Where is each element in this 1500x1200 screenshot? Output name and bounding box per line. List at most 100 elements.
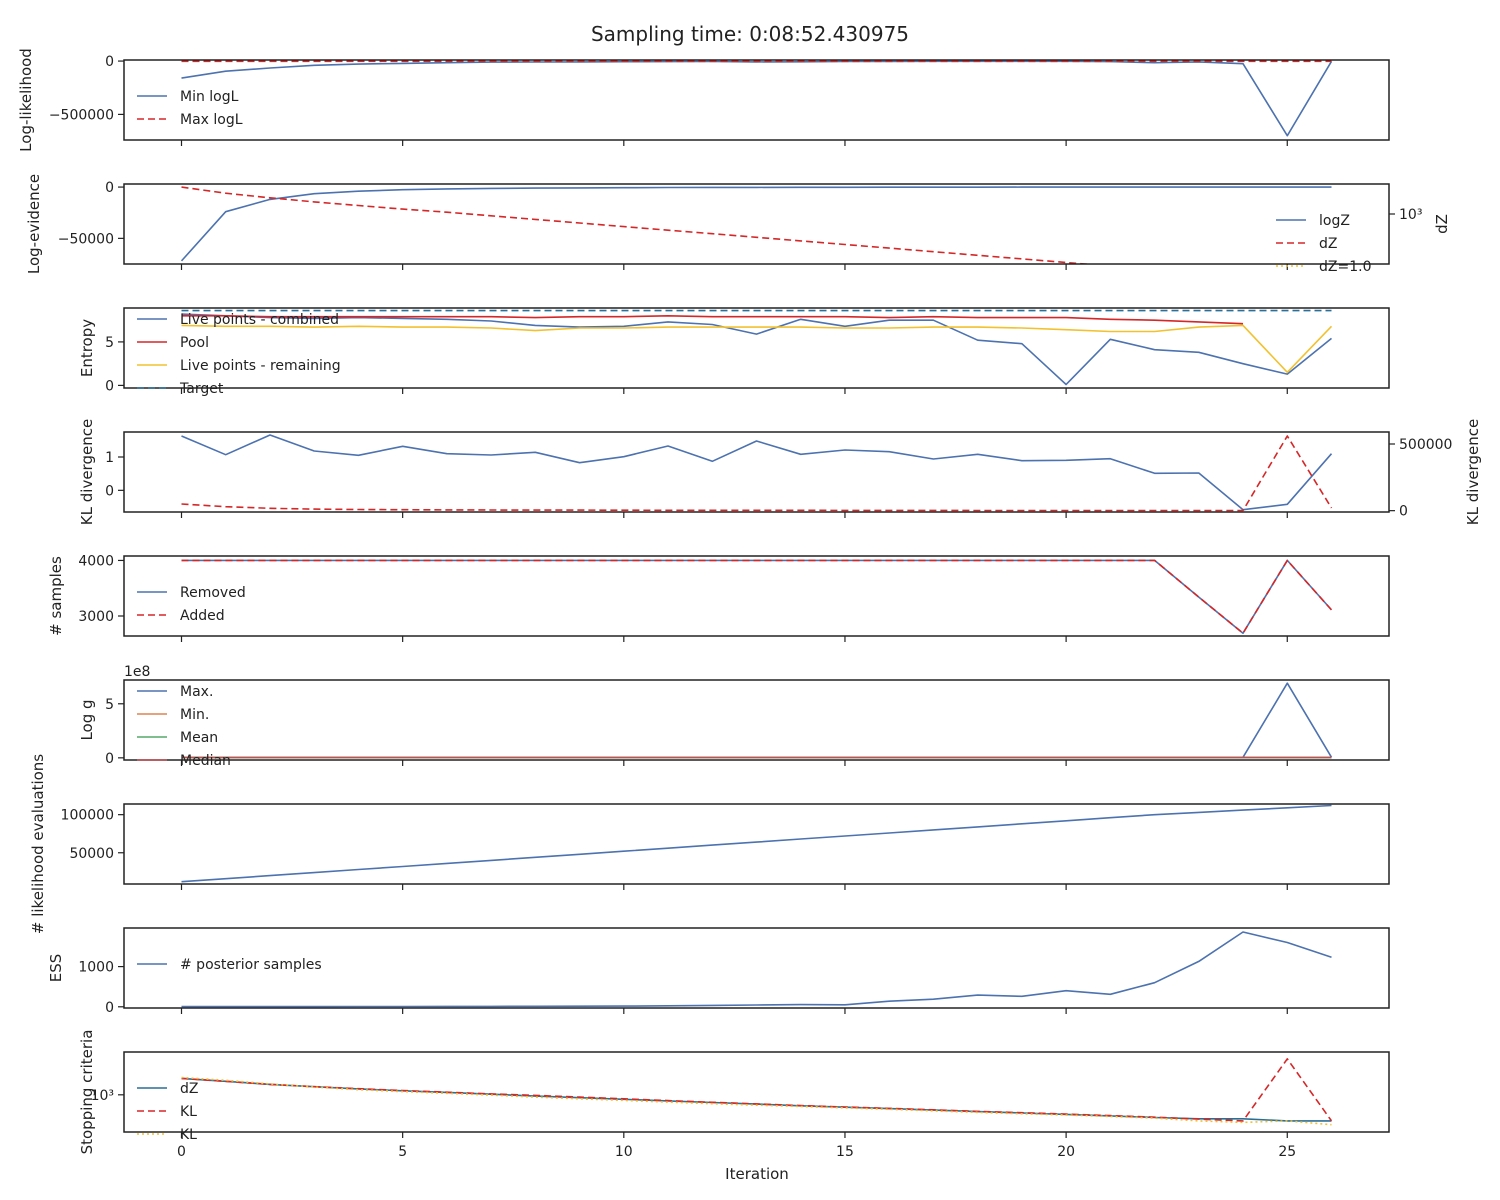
panel-1: 0 −500000 Log-likelihood Min logL Max logL	[17, 48, 1390, 152]
y-tick-label: 100000	[61, 808, 114, 824]
legend-label: Removed	[180, 585, 246, 601]
right-y-tick-label: 500000	[1399, 437, 1452, 453]
y-tick-label: 0	[105, 751, 114, 767]
series-line-2-1	[180, 186, 1332, 262]
legend-label: Live points - combined	[180, 312, 339, 328]
legend-label: KL	[180, 1104, 197, 1120]
panel-6: 5 0 Log g 1e8 Max. Min. Mean Median	[78, 664, 1390, 769]
axes-frame	[123, 183, 1390, 265]
right-y-tick-label: 10³	[1399, 207, 1422, 223]
axes-frame	[123, 59, 1390, 141]
right-y-axis-label: dZ	[1433, 214, 1451, 234]
y-tick-label: 1	[105, 450, 114, 466]
series-line-7-1	[181, 804, 1332, 883]
plot-area	[180, 186, 1332, 264]
plot-area	[181, 931, 1332, 1008]
y-axis-label: Log-likelihood	[17, 48, 35, 152]
y-tick-label: 50000	[69, 846, 114, 862]
y-tick-label: 10³	[91, 1088, 114, 1104]
y-axis-label: KL divergence	[78, 419, 96, 525]
y-tick-label: 0	[105, 483, 114, 499]
panel-4: 1 0 500000 0 KL divergence KL divergence	[78, 419, 1482, 525]
axes-frame	[123, 555, 1390, 637]
legend-label: dZ	[180, 1081, 198, 1097]
legend-label: Min logL	[180, 89, 239, 105]
series-line-2-2	[181, 186, 1095, 264]
legend-label: Mean	[180, 730, 218, 746]
series-line-8-1	[181, 931, 1332, 1008]
axes-frame	[123, 679, 1390, 761]
x-tick-label: 0	[177, 1144, 186, 1160]
legend-label: Max.	[180, 684, 213, 700]
legend-label: Target	[179, 381, 224, 397]
y-tick-label: 5	[105, 697, 114, 713]
y-axis-label: Stopping criteria	[78, 1030, 96, 1155]
series-line-5-1	[181, 559, 1333, 634]
series-line-9-3	[181, 1076, 1332, 1126]
plot-area	[181, 434, 1333, 512]
plot-area	[181, 60, 1333, 137]
legend-label: KL	[180, 1127, 197, 1143]
series-line-9-2	[181, 1058, 1333, 1122]
series-line-6-1	[181, 682, 1333, 759]
series-line-1-1	[181, 60, 1333, 137]
legend-label: Live points - remaining	[180, 358, 341, 374]
legend-label: # posterior samples	[180, 957, 322, 973]
legend-label: dZ=1.0	[1319, 259, 1371, 275]
y-tick-label: 4000	[78, 553, 114, 569]
legend-label: Pool	[180, 335, 209, 351]
y-tick-label: 0	[105, 54, 114, 70]
y-tick-label: −500000	[49, 107, 114, 123]
legend-label: logZ	[1319, 213, 1350, 229]
legend-label: Added	[180, 608, 225, 624]
axes-frame	[123, 431, 1390, 513]
y-tick-label: 0	[105, 378, 114, 394]
x-tick-label: 25	[1278, 1144, 1296, 1160]
series-line-3-2	[181, 315, 1244, 325]
y-tick-label: 3000	[78, 609, 114, 625]
panel-7: 100000 50000 # likelihood evaluations	[29, 754, 1390, 934]
y-tick-label: 0	[105, 180, 114, 196]
plot-area	[181, 559, 1333, 634]
legend-label: Max logL	[180, 112, 243, 128]
x-tick-label: 5	[398, 1144, 407, 1160]
figure-title: Sampling time: 0:08:52.430975	[591, 22, 909, 46]
right-y-tick-label: 0	[1399, 504, 1408, 520]
panel-3: 0 5 Entropy Live points - combined Pool Live …	[78, 307, 1390, 397]
offset-label: 1e8	[124, 664, 150, 680]
series-line-3-1	[181, 313, 1333, 386]
series-line-9-1	[181, 1077, 1332, 1122]
y-axis-label: # samples	[47, 556, 65, 636]
axes-frame	[123, 803, 1390, 885]
x-tick-label: 20	[1057, 1144, 1075, 1160]
y-axis-label: Log-evidence	[25, 174, 43, 274]
x-tick-label: 10	[615, 1144, 633, 1160]
y-tick-label: −50000	[58, 231, 114, 247]
series-line-4-2	[181, 435, 1333, 512]
panel-8: 1000 0 ESS # posterior samples	[47, 927, 1390, 1016]
x-tick-label: 15	[836, 1144, 854, 1160]
panel-5: 4000 3000 # samples Removed Added	[47, 553, 1390, 642]
series-line-4-1	[181, 434, 1333, 511]
plot-area	[181, 682, 1333, 759]
legend-label: Median	[180, 753, 231, 769]
y-axis-label: # likelihood evaluations	[29, 754, 47, 934]
y-tick-label: 0	[105, 1000, 114, 1016]
plot-area	[181, 309, 1333, 386]
y-axis-label: Log g	[78, 699, 96, 740]
y-tick-label: 5	[105, 335, 114, 351]
series-line-3-3	[181, 324, 1333, 374]
right-y-axis-label: KL divergence	[1464, 419, 1482, 525]
x-axis-label: Iteration	[725, 1165, 789, 1183]
y-axis-label: Entropy	[78, 319, 96, 377]
legend-label: dZ	[1319, 236, 1337, 252]
plot-area	[181, 804, 1332, 883]
plot-area	[181, 1058, 1333, 1126]
panel-2: 0 −50000 10³ Log-evidence dZ logZ dZ dZ=1.0	[25, 174, 1451, 275]
axes-frame	[123, 307, 1390, 389]
y-tick-label: 1000	[78, 960, 114, 976]
axes-frame	[123, 1051, 1390, 1133]
